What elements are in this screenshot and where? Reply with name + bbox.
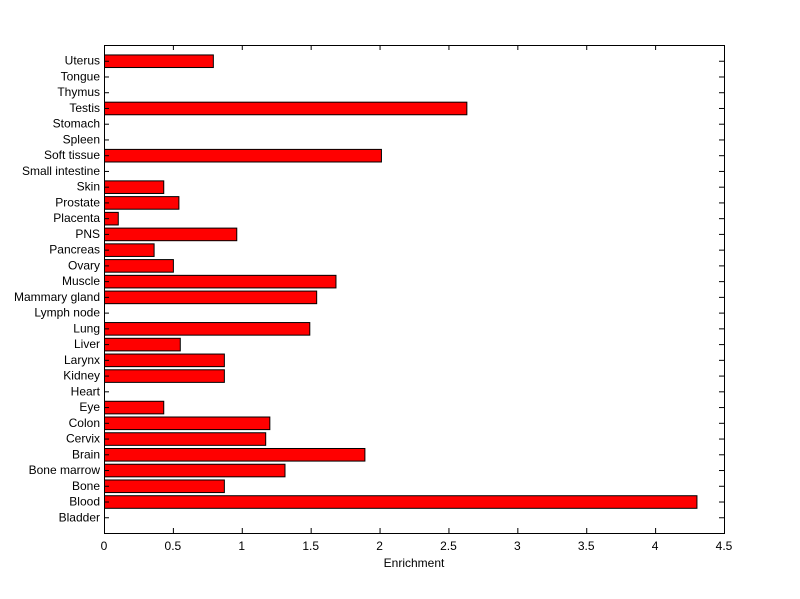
y-tick-label: Testis <box>69 101 100 115</box>
bar-mammary-gland <box>104 290 318 305</box>
x-tick-label: 2 <box>376 539 383 553</box>
y-tick-label: Tongue <box>61 69 101 83</box>
y-tick-label: Spleen <box>63 132 100 146</box>
y-tick-label: Thymus <box>57 85 100 99</box>
y-tick-label: PNS <box>75 227 100 241</box>
plot-frame <box>104 45 725 534</box>
y-tick-label: Liver <box>74 337 100 351</box>
bar-pns <box>104 227 238 242</box>
x-tick-label: 3 <box>514 539 521 553</box>
y-tick-label: Muscle <box>62 274 100 288</box>
y-tick-label: Pancreas <box>49 243 100 257</box>
bar-colon <box>104 416 271 431</box>
y-tick-label: Bone marrow <box>29 463 101 477</box>
bar-prostate <box>104 196 180 210</box>
bar-liver <box>104 337 181 352</box>
bar-eye <box>104 400 165 415</box>
x-tick-label: 0 <box>101 539 108 553</box>
bar-kidney <box>104 369 225 383</box>
bar-muscle <box>104 274 337 289</box>
x-tick-label: 4 <box>652 539 659 553</box>
bar-skin <box>104 180 165 194</box>
bar-blood <box>104 495 698 509</box>
y-tick-label: Colon <box>69 416 100 430</box>
bar-larynx <box>104 353 225 368</box>
y-tick-label: Skin <box>77 180 100 194</box>
bar-uterus <box>104 54 214 69</box>
x-tick-label: 4.5 <box>716 539 733 553</box>
bar-cervix <box>104 432 267 446</box>
y-tick-label: Bone <box>72 479 100 493</box>
x-tick-label: 2.5 <box>440 539 457 553</box>
bar-bone <box>104 479 225 494</box>
y-tick-label: Eye <box>79 400 100 414</box>
y-tick-label: Cervix <box>66 432 100 446</box>
y-tick-label: Lung <box>73 321 100 335</box>
y-tick-label: Brain <box>72 447 100 461</box>
y-tick-label: Ovary <box>68 258 100 272</box>
x-tick-label: 0.5 <box>165 539 182 553</box>
bar-pancreas <box>104 243 155 257</box>
bar-testis <box>104 101 468 116</box>
x-tick-label: 1.5 <box>302 539 319 553</box>
x-axis-title: Enrichment <box>384 556 445 570</box>
y-tick-label: Mammary gland <box>14 290 100 304</box>
y-tick-label: Larynx <box>64 353 100 367</box>
bar-soft-tissue <box>104 148 382 163</box>
x-tick-label: 3.5 <box>578 539 595 553</box>
y-tick-label: Lymph node <box>34 306 100 320</box>
bar-ovary <box>104 259 174 273</box>
y-tick-label: Bladder <box>59 510 100 524</box>
y-tick-label: Placenta <box>53 211 100 225</box>
bar-lung <box>104 322 311 336</box>
y-tick-label: Stomach <box>53 117 100 131</box>
y-tick-label: Blood <box>69 495 100 509</box>
y-tick-label: Prostate <box>55 195 100 209</box>
y-tick-label: Soft tissue <box>44 148 100 162</box>
y-tick-label: Kidney <box>63 369 100 383</box>
y-tick-label: Small intestine <box>22 164 100 178</box>
bar-bone-marrow <box>104 463 286 478</box>
ticks-layer <box>104 45 725 533</box>
bars-layer <box>104 54 698 509</box>
x-tick-label: 1 <box>238 539 245 553</box>
y-tick-label: Heart <box>71 384 101 398</box>
y-tick-label: Uterus <box>65 54 100 68</box>
bar-brain <box>104 447 366 462</box>
